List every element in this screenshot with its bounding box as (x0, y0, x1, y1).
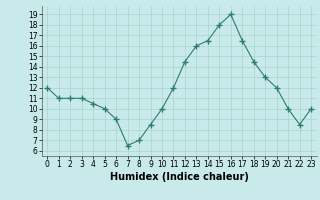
X-axis label: Humidex (Indice chaleur): Humidex (Indice chaleur) (110, 172, 249, 182)
